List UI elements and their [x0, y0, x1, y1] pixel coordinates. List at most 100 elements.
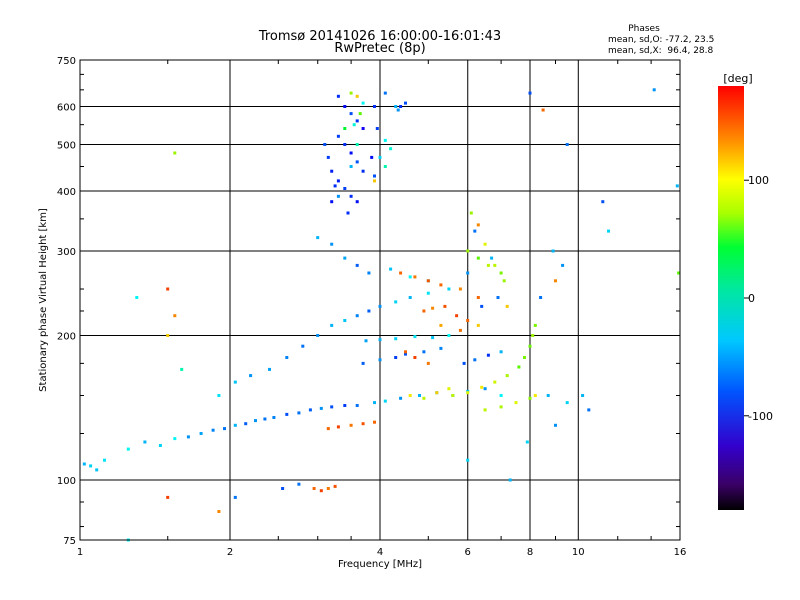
data-point — [476, 296, 480, 299]
x-tick-label: 4 — [377, 547, 383, 558]
data-point — [531, 334, 535, 337]
data-point — [399, 271, 403, 275]
data-point — [349, 151, 353, 155]
data-point — [408, 275, 412, 279]
data-point — [373, 420, 376, 424]
data-point — [361, 127, 365, 130]
data-point — [217, 510, 221, 513]
data-point — [180, 367, 184, 371]
data-point — [349, 112, 353, 116]
data-point — [443, 304, 447, 308]
data-point — [373, 174, 376, 178]
data-point — [330, 200, 334, 204]
data-point — [361, 422, 365, 426]
data-point — [458, 328, 462, 332]
data-point — [431, 336, 435, 340]
data-point — [486, 353, 490, 357]
data-point — [343, 319, 347, 322]
data-point — [539, 296, 543, 299]
data-point — [508, 478, 512, 482]
data-point — [389, 147, 393, 151]
data-point — [422, 350, 426, 354]
data-point — [316, 334, 320, 337]
colorbar-tick-label: 100 — [748, 174, 769, 187]
data-point — [565, 401, 569, 405]
data-point — [514, 401, 518, 405]
data-point — [480, 304, 484, 308]
data-point — [361, 101, 365, 105]
data-point — [431, 306, 435, 310]
data-point — [349, 423, 353, 427]
plot-frame — [79, 59, 681, 541]
data-point — [476, 323, 480, 327]
data-point — [396, 108, 400, 112]
data-point — [285, 412, 289, 416]
data-point — [355, 404, 359, 407]
data-point — [308, 408, 312, 412]
data-point — [103, 458, 106, 462]
data-point — [355, 160, 359, 164]
data-point — [458, 287, 462, 291]
data-point — [493, 380, 497, 384]
data-point — [319, 406, 323, 410]
data-point — [373, 105, 376, 108]
data-point — [422, 309, 426, 313]
data-point — [483, 242, 487, 246]
y-tick-label: 500 — [57, 141, 76, 152]
data-point — [330, 405, 334, 409]
data-point — [546, 394, 550, 397]
data-point — [394, 300, 398, 304]
data-point — [462, 361, 466, 365]
data-point — [373, 179, 376, 183]
data-point — [486, 263, 490, 267]
data-point — [355, 94, 359, 98]
data-point — [565, 143, 569, 146]
data-point — [447, 287, 451, 291]
colorbar-ticks: 100 0 -100 — [744, 174, 773, 423]
data-point — [476, 223, 480, 227]
data-point — [505, 374, 509, 378]
data-point — [517, 365, 521, 369]
y-tick-label: 200 — [57, 332, 76, 343]
data-point — [496, 296, 500, 299]
data-point — [451, 394, 455, 397]
y-tick-label: 300 — [57, 247, 76, 258]
axis-ticks: 1 2 4 6 8 10 16 75 100 200 300 400 500 600 750 — [57, 56, 686, 558]
colorbar-tick-label: -100 — [748, 410, 773, 423]
data-point — [473, 229, 477, 233]
stats-x: mean, sd,X: 96.4, 28.8 — [608, 46, 714, 56]
data-point — [367, 309, 371, 313]
data-point — [173, 151, 177, 155]
colorbar — [718, 86, 744, 510]
y-tick-label: 75 — [63, 536, 76, 547]
colorbar-label: [deg] — [723, 72, 752, 85]
data-point — [533, 394, 537, 397]
data-point — [466, 249, 470, 253]
data-point — [301, 344, 305, 348]
data-point — [541, 108, 545, 112]
data-point — [82, 462, 86, 466]
data-point — [173, 437, 177, 441]
data-point — [217, 394, 221, 397]
data-point — [343, 256, 347, 260]
data-point — [439, 323, 443, 327]
data-point — [254, 419, 257, 423]
data-point — [483, 408, 487, 412]
data-points — [82, 88, 681, 542]
data-point — [426, 291, 430, 295]
data-point — [343, 105, 347, 108]
data-point — [281, 487, 285, 490]
data-point — [95, 468, 99, 472]
data-point — [413, 356, 417, 359]
data-point — [323, 143, 327, 146]
data-point — [319, 489, 323, 493]
data-point — [330, 323, 334, 327]
data-point — [330, 242, 334, 246]
x-tick-label: 10 — [572, 547, 585, 558]
data-point — [378, 358, 382, 362]
data-point — [330, 169, 334, 173]
data-point — [355, 119, 359, 123]
x-tick-label: 8 — [527, 547, 533, 558]
data-point — [364, 339, 368, 343]
data-point — [336, 425, 340, 429]
